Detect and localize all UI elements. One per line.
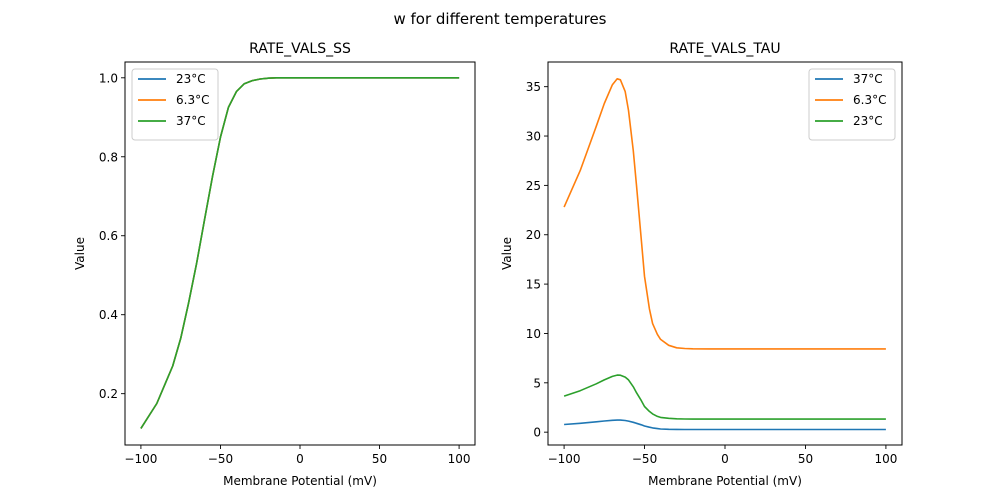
x-tick-label: 0 bbox=[296, 452, 304, 466]
x-tick-label: −100 bbox=[124, 452, 157, 466]
y-tick-label: 30 bbox=[526, 130, 541, 144]
series-line-1 bbox=[563, 78, 886, 350]
y-tick-label: 10 bbox=[526, 327, 541, 341]
series-line-0 bbox=[564, 419, 886, 431]
legend-entry-2: 37°C bbox=[176, 114, 206, 128]
y-tick-label: 25 bbox=[526, 179, 541, 193]
y-tick-label: 1.0 bbox=[99, 71, 118, 85]
y-axis-label: Value bbox=[500, 237, 514, 270]
x-tick-label: 100 bbox=[448, 452, 471, 466]
x-tick-label: 50 bbox=[798, 452, 813, 466]
legend-entry-0: 37°C bbox=[853, 72, 883, 86]
x-axis-label: Membrane Potential (mV) bbox=[648, 474, 802, 488]
y-tick-label: 0 bbox=[533, 426, 541, 440]
y-tick-label: 35 bbox=[526, 80, 541, 94]
chart-rate-vals-tau: RATE_VALS_TAU −100 −50 0 50 100 0 5 10 15 20 25 30 35… bbox=[500, 41, 903, 488]
y-tick-label: 5 bbox=[533, 376, 541, 390]
y-tick-label: 15 bbox=[526, 278, 541, 292]
series-line-2 bbox=[563, 374, 886, 420]
x-tick-label: 50 bbox=[372, 452, 387, 466]
x-tick-label: −50 bbox=[632, 452, 657, 466]
legend-box bbox=[808, 68, 896, 141]
y-axis-label: Value bbox=[73, 237, 87, 270]
legend-box bbox=[131, 68, 219, 141]
y-tick-label: 0.2 bbox=[99, 387, 118, 401]
legend: 37°C 6.3°C 23°C bbox=[808, 68, 896, 141]
y-tick-label: 0.6 bbox=[99, 229, 118, 243]
legend-entry-0: 23°C bbox=[176, 72, 206, 86]
y-tick-label: 20 bbox=[526, 228, 541, 242]
series-line-2 bbox=[140, 77, 460, 429]
figure-title: w for different temperatures bbox=[393, 10, 606, 28]
chart-title: RATE_VALS_SS bbox=[249, 41, 351, 57]
legend-entry-1: 6.3°C bbox=[176, 93, 209, 107]
legend-entry-1: 6.3°C bbox=[853, 93, 886, 107]
x-axis-label: Membrane Potential (mV) bbox=[223, 474, 377, 488]
chart-rate-vals-ss: RATE_VALS_SS −100 −50 0 50 100 0.2 0.4 0.6 0.8 1.0… bbox=[73, 41, 476, 488]
x-tick-label: −50 bbox=[208, 452, 233, 466]
x-tick-label: 100 bbox=[874, 452, 897, 466]
y-tick-label: 0.8 bbox=[99, 150, 118, 164]
x-tick-label: −100 bbox=[548, 452, 581, 466]
chart-title: RATE_VALS_TAU bbox=[669, 41, 780, 57]
legend: 23°C 6.3°C 37°C bbox=[131, 68, 219, 141]
x-tick-label: 0 bbox=[721, 452, 729, 466]
legend-entry-2: 23°C bbox=[853, 114, 883, 128]
y-tick-label: 0.4 bbox=[99, 308, 118, 322]
